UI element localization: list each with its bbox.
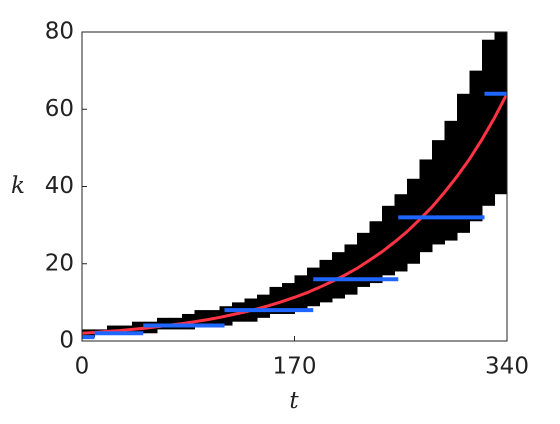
x-axis-label: t (289, 388, 299, 414)
band-cell (344, 244, 358, 295)
band-cell (457, 93, 470, 233)
band-cell (269, 286, 283, 314)
y-tick-label: 40 (45, 173, 74, 199)
band-cell (357, 232, 370, 287)
band-cell (382, 205, 395, 276)
band-cell (294, 275, 308, 311)
x-tick-label: 170 (273, 354, 317, 380)
band-cell (482, 39, 495, 206)
plot-area (82, 32, 507, 340)
band-cell (407, 178, 420, 264)
band-cell (494, 32, 507, 195)
y-tick-label: 60 (45, 96, 74, 122)
x-tick-label: 0 (75, 354, 90, 380)
band-cell (419, 159, 433, 253)
band-cell (107, 325, 120, 334)
band-cell (332, 252, 345, 299)
y-tick-label: 80 (45, 19, 74, 45)
y-axis-label: k (11, 173, 25, 199)
band-cell (469, 70, 483, 222)
x-tick-label: 340 (485, 354, 529, 380)
band-cell (369, 221, 383, 284)
band-cell (194, 310, 208, 326)
band-cell (394, 194, 408, 272)
y-tick-label: 0 (59, 328, 74, 354)
band-cell (444, 120, 458, 241)
y-tick-label: 20 (45, 250, 74, 276)
